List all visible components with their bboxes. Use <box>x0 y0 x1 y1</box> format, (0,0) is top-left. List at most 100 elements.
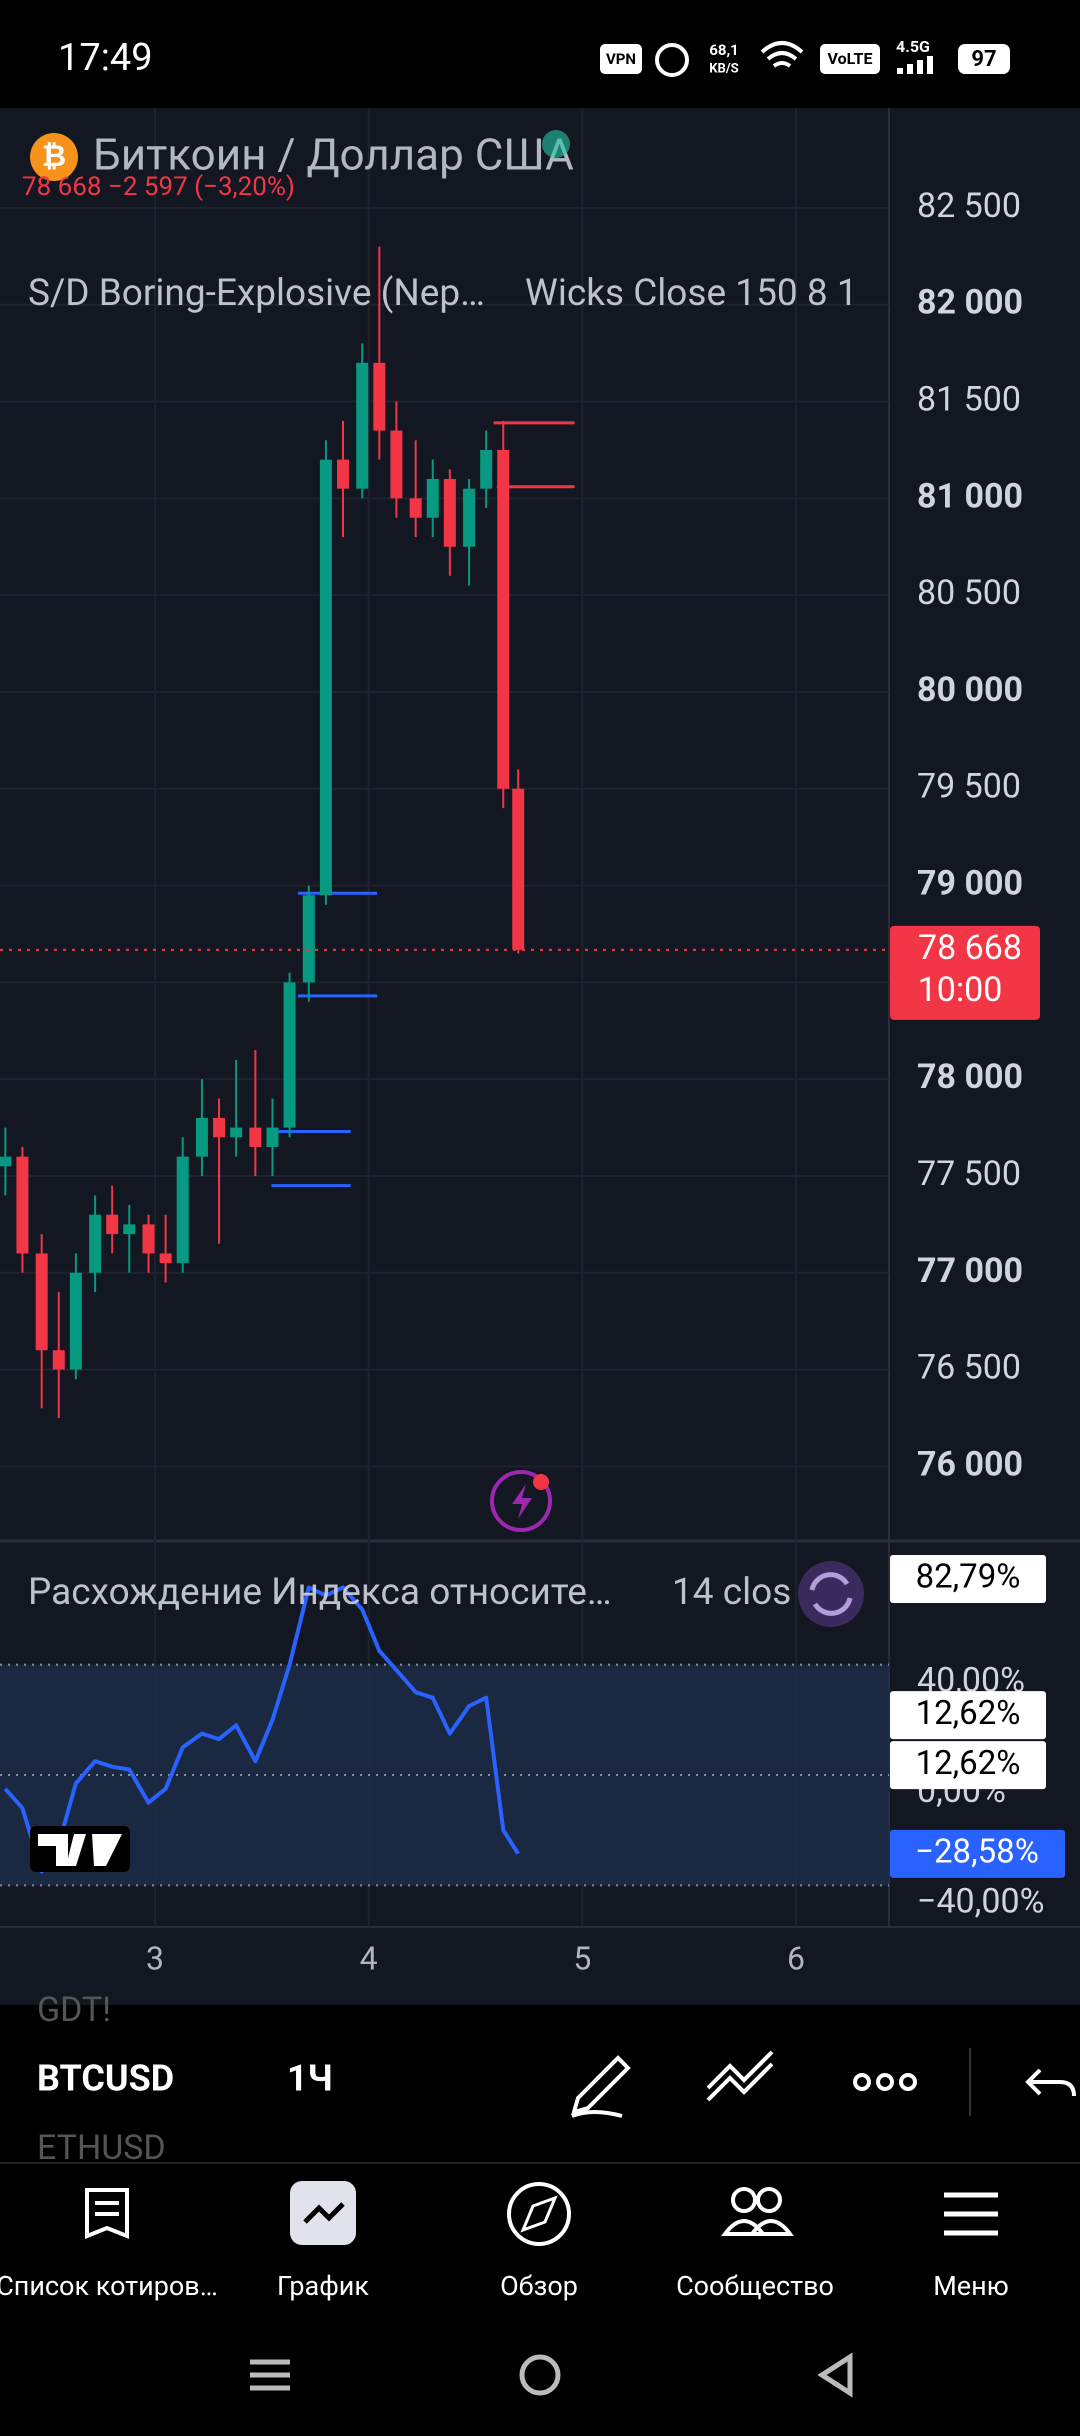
volte-label: VoLTE <box>828 49 873 68</box>
candle-body <box>512 788 525 950</box>
ghost-symbol: GDT! <box>37 1990 111 2030</box>
last-price-badge <box>890 925 1040 1020</box>
status-dot <box>542 130 570 158</box>
y-tick-label: 76 500 <box>917 1348 1021 1388</box>
candle-body <box>283 982 296 1128</box>
countdown-label: 10:00 <box>918 970 1003 1010</box>
undo-button[interactable] <box>1025 2068 1076 2097</box>
candle-body <box>356 362 369 489</box>
y-tick-label: 76 000 <box>917 1444 1023 1484</box>
indicator-title: Расхождение Индекса относите… <box>28 1571 612 1614</box>
candle-body <box>302 895 315 983</box>
y-tick-label: 79 500 <box>917 767 1021 807</box>
candle-body <box>409 498 422 518</box>
candle-body <box>89 1214 102 1273</box>
candle-body <box>497 449 510 789</box>
candle-body <box>106 1214 119 1235</box>
explore-needle <box>520 2195 558 2233</box>
x-tick-label: 6 <box>787 1939 805 1977</box>
candle-body <box>195 1117 208 1157</box>
indicator-badge-label: −28,58% <box>915 1833 1039 1872</box>
wifi-icon <box>760 41 804 68</box>
indicators-button[interactable] <box>706 2050 774 2102</box>
recents-button[interactable] <box>250 2359 290 2391</box>
refresh-icon <box>809 1572 853 1616</box>
candle-body <box>176 1156 189 1264</box>
refresh-button[interactable] <box>798 1561 864 1627</box>
explore-icon[interactable] <box>507 2182 571 2246</box>
indicator-badge <box>890 1555 1046 1603</box>
x-tick-label: 5 <box>573 1939 591 1977</box>
alert-dot <box>533 1474 549 1490</box>
indicator-badge-label: 12,62% <box>916 1744 1021 1783</box>
indicator-name: S/D Boring-Explosive (Nep… <box>28 272 485 315</box>
nav-label[interactable]: Сообщество <box>676 2270 834 2302</box>
candle-body <box>123 1224 136 1235</box>
candle-body <box>230 1127 243 1138</box>
candle-body <box>142 1224 155 1254</box>
y-tick-label: 80 500 <box>917 573 1021 613</box>
indicator-line <box>3 1585 520 1874</box>
indicator-badge-label: 82,79% <box>916 1558 1021 1597</box>
quote-line: 78 668 −2 597 (−3,20%) <box>22 172 295 202</box>
indicator-pane: 40,00%0,00%−40,00% <box>0 1585 1044 1921</box>
net-speed: 68,1 <box>709 41 739 59</box>
candle-body <box>69 1272 82 1370</box>
status-bar-bg <box>0 0 1080 108</box>
candle-body <box>16 1156 29 1254</box>
nav-label[interactable]: Список котиров… <box>0 2270 218 2302</box>
nav-label[interactable]: Обзор <box>500 2270 578 2302</box>
last-price-label: 78 668 <box>918 928 1022 968</box>
signal-icon <box>897 56 933 74</box>
candle-body <box>159 1253 172 1264</box>
menu-icon[interactable] <box>944 2192 998 2236</box>
y-tick-label: 79 000 <box>917 864 1023 904</box>
candle-body <box>426 478 439 518</box>
toolbar-symbol[interactable]: BTCUSD <box>37 2058 174 2100</box>
x-tick-label: 4 <box>360 1939 378 1977</box>
indicator-badge-label: 12,62% <box>916 1694 1021 1733</box>
watchlist-icon[interactable] <box>85 2188 129 2239</box>
y-tick-label: 77 500 <box>917 1154 1021 1194</box>
battery-level: 97 <box>971 47 996 72</box>
symbol-title: Биткоин / Доллар США <box>93 129 574 181</box>
indicator-band <box>0 1664 889 1886</box>
back-button[interactable] <box>817 2352 853 2398</box>
alert-icon <box>512 1484 532 1519</box>
status-time: 17:49 <box>58 36 153 80</box>
indicator-params: Wicks Close 150 8 1 <box>525 272 858 315</box>
battery-icon <box>958 44 1010 74</box>
bottom-bg <box>0 2005 1080 2436</box>
net-speed-unit: KB/S <box>709 61 738 76</box>
indicator-tick-label: −40,00% <box>917 1881 1044 1921</box>
network-type: 4.5G <box>896 37 930 56</box>
candle-body <box>319 459 332 896</box>
y-tick-label: 82 000 <box>917 283 1023 323</box>
vpn-label: VPN <box>606 50 636 68</box>
candle-body <box>373 362 386 431</box>
toolbar-interval[interactable]: 1Ч <box>287 2058 333 2100</box>
candle-body <box>213 1117 226 1138</box>
candle-body <box>52 1350 65 1370</box>
candle-body <box>336 459 349 489</box>
home-button[interactable] <box>519 2354 561 2396</box>
volte-badge <box>820 44 880 74</box>
indicator-params: 14 clos <box>672 1571 791 1614</box>
candle-body <box>480 449 493 489</box>
tv-logo <box>30 1826 130 1872</box>
bitcoin-glyph: ₿ <box>42 139 66 174</box>
nav-label[interactable]: Меню <box>933 2270 1009 2302</box>
vpn-badge <box>600 44 642 74</box>
y-tick-label: 77 000 <box>917 1251 1023 1291</box>
y-tick-label: 82 500 <box>917 186 1021 226</box>
indicator-badge <box>890 1691 1046 1740</box>
y-tick-label: 81 000 <box>917 476 1023 516</box>
candle-body <box>0 1156 12 1167</box>
community-icon[interactable] <box>721 2187 794 2236</box>
draw-button[interactable] <box>571 2055 631 2118</box>
alarm-icon <box>655 43 689 77</box>
more-button[interactable] <box>853 2073 917 2091</box>
nav-label[interactable]: График <box>277 2270 369 2302</box>
